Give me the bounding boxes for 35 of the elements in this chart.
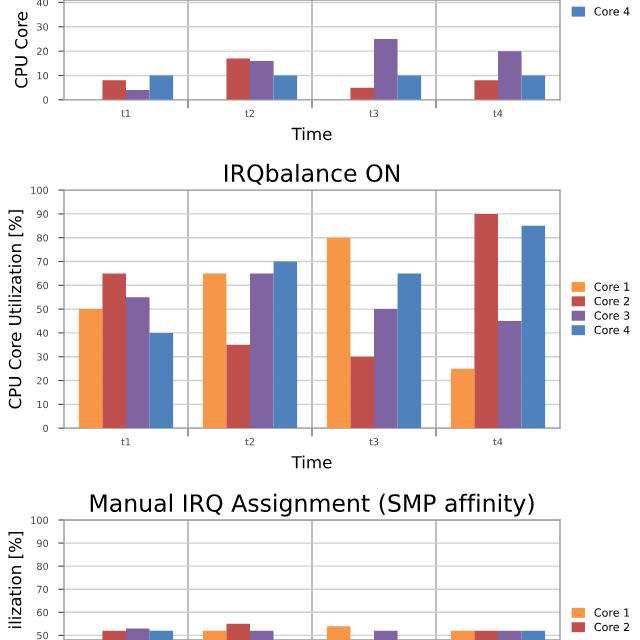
bar: [250, 60, 274, 100]
bar: [374, 309, 398, 429]
bar: [250, 273, 274, 429]
bar: [78, 309, 103, 429]
bar: [474, 213, 498, 429]
bar: [149, 75, 174, 100]
bar: [350, 356, 374, 429]
bar: [149, 332, 174, 429]
bar: [374, 38, 398, 100]
chart-title: Manual IRQ Assignment (SMP affinity): [90, 493, 534, 517]
bar: [202, 273, 227, 429]
bar: [521, 75, 546, 100]
y-axis-title: CPU Core: [14, 11, 28, 88]
bar: [102, 273, 126, 429]
bar: [498, 321, 522, 429]
x-axis-title: Time: [291, 455, 332, 469]
chart-title: IRQbalance ON: [224, 163, 400, 185]
bar: [126, 90, 150, 100]
bar: [498, 51, 522, 100]
x-axis-title: Time: [291, 127, 332, 141]
bar: [397, 75, 422, 100]
bar: [397, 273, 422, 429]
bar: [102, 80, 126, 100]
bar: [273, 75, 298, 100]
bar: [350, 87, 374, 100]
bar: [450, 368, 475, 429]
bar: [521, 225, 546, 429]
bar: [474, 80, 498, 100]
bar: [273, 261, 298, 429]
bar: [326, 237, 351, 429]
y-axis-title: CPU Core Utilization [%]: [8, 210, 24, 409]
bar: [226, 344, 250, 429]
bar: [226, 58, 250, 100]
bar: [126, 297, 150, 429]
y-axis-title: ilization [%]: [8, 531, 24, 628]
